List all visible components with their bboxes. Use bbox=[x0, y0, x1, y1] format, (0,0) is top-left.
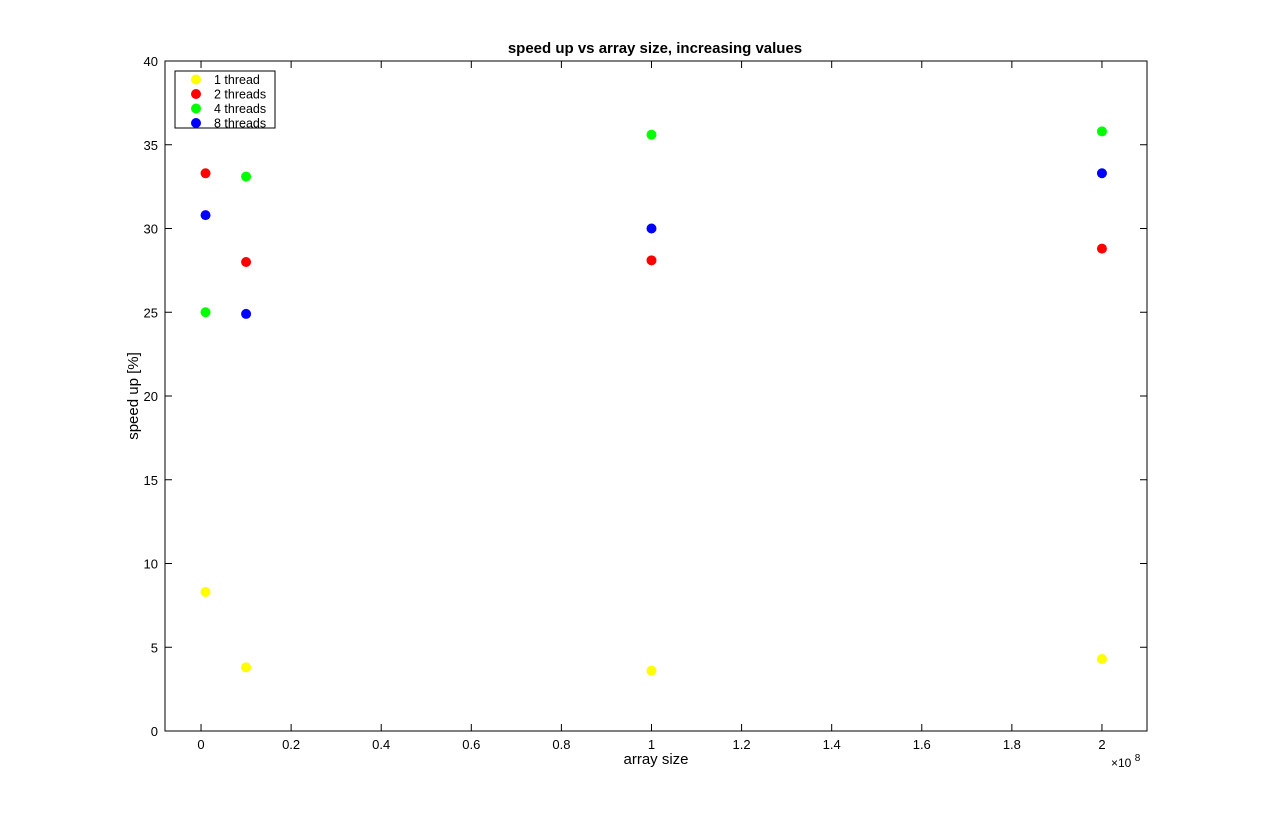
x-tick-label: 0.8 bbox=[552, 737, 570, 752]
y-tick-label: 35 bbox=[144, 138, 158, 153]
plot-area bbox=[164, 60, 1148, 732]
point-4-threads bbox=[241, 171, 252, 182]
x-axis-multiplier-exponent: 8 bbox=[1135, 753, 1141, 764]
y-tick-label: 30 bbox=[144, 222, 158, 237]
x-axis-ticks: 0 0.2 0.4 0.6 0.8 1 1.2 1.4 1.6 1.8 2 bbox=[197, 61, 1106, 752]
y-tick-label: 20 bbox=[144, 389, 158, 404]
x-tick-label: 0.2 bbox=[282, 737, 300, 752]
legend-marker bbox=[191, 118, 201, 128]
legend-label: 8 threads bbox=[214, 117, 266, 131]
x-tick-label: 1 bbox=[648, 737, 655, 752]
point-4-threads bbox=[646, 129, 657, 140]
point-1-thread bbox=[241, 662, 252, 673]
y-axis-label: speed up [%] bbox=[125, 352, 142, 440]
legend-label: 4 threads bbox=[214, 102, 266, 116]
point-4-threads bbox=[200, 307, 211, 318]
point-4-threads bbox=[1096, 126, 1107, 137]
point-2-threads bbox=[241, 257, 252, 267]
x-tick-label: 0.6 bbox=[462, 737, 480, 752]
legend-marker bbox=[191, 103, 201, 114]
x-axis-label: array size bbox=[623, 751, 688, 768]
x-tick-label: 0 bbox=[197, 737, 204, 752]
point-8-threads bbox=[200, 210, 211, 221]
point-2-threads bbox=[646, 255, 657, 266]
point-8-threads bbox=[646, 223, 657, 234]
point-1-thread bbox=[646, 665, 657, 676]
x-tick-label: 0.4 bbox=[372, 737, 390, 752]
y-tick-label: 0 bbox=[151, 724, 158, 739]
point-2-threads bbox=[1096, 243, 1107, 254]
y-tick-label: 25 bbox=[144, 305, 158, 320]
y-tick-label: 15 bbox=[144, 473, 158, 488]
x-tick-label: 1.6 bbox=[913, 737, 931, 752]
x-tick-label: 1.2 bbox=[733, 737, 751, 752]
x-axis-multiplier: ×10 8 bbox=[1111, 753, 1141, 770]
x-tick-label: 2 bbox=[1098, 737, 1105, 752]
point-1-thread bbox=[1096, 653, 1107, 664]
y-tick-label: 10 bbox=[144, 557, 158, 572]
y-tick-label: 40 bbox=[144, 54, 158, 69]
legend-label: 1 thread bbox=[214, 73, 260, 87]
point-8-threads bbox=[1096, 168, 1107, 179]
x-axis-multiplier-base: ×10 bbox=[1111, 756, 1132, 770]
point-1-thread bbox=[200, 586, 211, 597]
x-tick-label: 1.8 bbox=[1003, 737, 1021, 752]
legend-marker bbox=[191, 74, 201, 85]
y-axis-ticks: 0 5 10 15 20 25 30 35 40 bbox=[144, 54, 1147, 739]
data-points bbox=[200, 126, 1107, 676]
legend-marker bbox=[191, 89, 201, 99]
point-8-threads bbox=[241, 308, 252, 319]
x-tick-label: 1.4 bbox=[823, 737, 841, 752]
chart-title: speed up vs array size, increasing value… bbox=[508, 40, 802, 57]
y-tick-label: 5 bbox=[151, 640, 158, 655]
legend-label: 2 threads bbox=[214, 88, 266, 102]
point-2-threads bbox=[200, 168, 211, 179]
